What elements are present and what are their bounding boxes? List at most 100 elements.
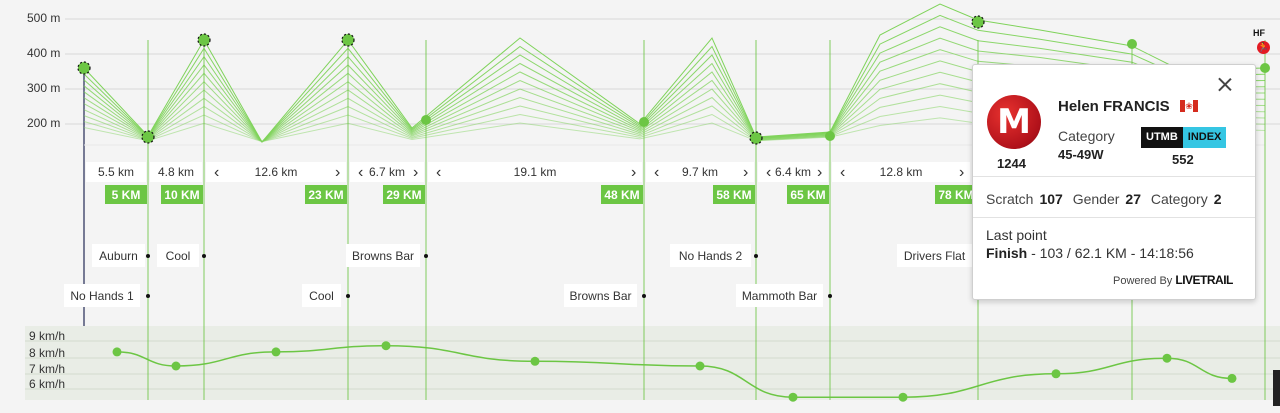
aid-station-label-box bbox=[92, 244, 145, 267]
checkpoint-marker bbox=[141, 130, 155, 144]
chevron-left-icon: ‹ bbox=[436, 164, 441, 181]
chevron-left-icon: ‹ bbox=[358, 164, 363, 181]
livetrail-logo: LIVETRAIL bbox=[1175, 273, 1233, 287]
last-point-label: Last point bbox=[986, 227, 1047, 243]
speed-point bbox=[530, 356, 540, 366]
speed-tick-label: 6 km/h bbox=[29, 377, 65, 391]
elevation-tick-label: 500 m bbox=[27, 11, 60, 25]
checkpoint-marker bbox=[1260, 63, 1270, 73]
chevron-right-icon: › bbox=[335, 164, 340, 181]
elevation-tick-label: 200 m bbox=[27, 116, 60, 130]
km-marker-badge bbox=[161, 185, 203, 204]
last-point-name: Finish bbox=[986, 245, 1028, 261]
gender-label: Gender bbox=[1072, 191, 1120, 207]
divider bbox=[973, 176, 1255, 177]
km-marker-label: 58 KM bbox=[716, 188, 751, 202]
runner-name[interactable]: Helen FRANCIS bbox=[1058, 98, 1170, 115]
aid-station-name: Cool bbox=[309, 289, 334, 303]
chevron-right-icon: › bbox=[413, 164, 418, 181]
chevron-left-icon: ‹ bbox=[654, 164, 659, 181]
aid-station-name: Browns Bar bbox=[569, 289, 631, 303]
bib-number: 1244 bbox=[997, 156, 1026, 171]
segment-box bbox=[428, 162, 642, 182]
rankings: Scratch 107 Gender 27 Category 2 bbox=[986, 191, 1228, 207]
aid-station-name: No Hands 1 bbox=[70, 289, 134, 303]
finish-flag-label: HF bbox=[1253, 28, 1265, 38]
aid-station-name: Drivers Flat bbox=[904, 249, 966, 263]
segment-distance-label: 9.7 km bbox=[682, 165, 718, 179]
speed-point bbox=[1051, 369, 1061, 379]
speed-tick-label: 8 km/h bbox=[29, 346, 65, 360]
aid-station-label-box bbox=[670, 244, 751, 267]
aid-station-dot bbox=[828, 294, 832, 298]
scratch-rank: 107 bbox=[1039, 191, 1063, 207]
aid-station-name: Mammoth Bar bbox=[742, 289, 817, 303]
km-marker-badge bbox=[787, 185, 829, 204]
km-marker-label: 10 KM bbox=[164, 188, 199, 202]
speed-point bbox=[171, 361, 181, 371]
close-icon[interactable] bbox=[1215, 75, 1235, 95]
segment-box bbox=[86, 162, 146, 182]
elevation-ridge-line bbox=[83, 37, 1266, 143]
km-marker-label: 5 KM bbox=[112, 188, 141, 202]
aid-station-name: Cool bbox=[166, 249, 191, 263]
km-marker-label: 23 KM bbox=[308, 188, 343, 202]
checkpoint-marker bbox=[197, 33, 211, 47]
segment-distance-label: 4.8 km bbox=[158, 165, 194, 179]
runner-icon: 🏃 bbox=[1257, 41, 1270, 54]
km-marker-label: 29 KM bbox=[386, 188, 421, 202]
aid-station-label-box bbox=[346, 244, 420, 267]
aid-station-label-box bbox=[302, 284, 341, 307]
chevron-right-icon: › bbox=[743, 164, 748, 181]
speed-panel-background bbox=[25, 326, 1280, 400]
segment-box bbox=[758, 162, 828, 182]
segment-box bbox=[206, 162, 346, 182]
segment-distance-label: 19.1 km bbox=[514, 165, 557, 179]
aid-station-dot bbox=[424, 254, 428, 258]
aid-station-dot bbox=[146, 254, 150, 258]
scrollbar[interactable] bbox=[1273, 370, 1280, 406]
aid-station-label-box bbox=[736, 284, 823, 307]
chevron-right-icon: › bbox=[959, 164, 964, 181]
elevation-ridge-line bbox=[83, 14, 1266, 143]
speed-point bbox=[898, 392, 908, 402]
checkpoint-marker bbox=[639, 117, 649, 127]
scratch-label: Scratch bbox=[986, 191, 1034, 207]
utmb-index-value: 552 bbox=[1172, 152, 1194, 167]
speed-point bbox=[788, 392, 798, 402]
category-label: Category bbox=[1058, 128, 1115, 144]
elevation-tick-label: 400 m bbox=[27, 46, 60, 60]
chevron-left-icon: ‹ bbox=[840, 164, 845, 181]
gender-rank: 27 bbox=[1125, 191, 1141, 207]
speed-point bbox=[1162, 353, 1172, 363]
aid-station-name: No Hands 2 bbox=[679, 249, 743, 263]
elevation-tick-label: 300 m bbox=[27, 81, 60, 95]
canada-flag-icon: ❀ bbox=[1180, 100, 1198, 112]
segment-distance-label: 5.5 km bbox=[98, 165, 134, 179]
divider bbox=[973, 217, 1255, 218]
runner-card: M 1244 Helen FRANCIS ❀ Category 45-49W U… bbox=[972, 64, 1256, 300]
checkpoint-marker bbox=[421, 115, 431, 125]
checkpoint-marker bbox=[1127, 39, 1137, 49]
aid-station-dot bbox=[642, 294, 646, 298]
checkpoint-marker bbox=[749, 131, 763, 145]
segment-distance-label: 6.7 km bbox=[369, 165, 405, 179]
aid-station-label-box bbox=[64, 284, 140, 307]
checkpoint-marker bbox=[971, 15, 985, 29]
powered-by: Powered By LIVETRAIL bbox=[1113, 273, 1233, 287]
speed-point bbox=[381, 341, 391, 351]
aid-station-label-box bbox=[564, 284, 637, 307]
segment-distance-label: 6.4 km bbox=[775, 165, 811, 179]
km-marker-badge bbox=[105, 185, 147, 204]
aid-station-dot bbox=[146, 294, 150, 298]
aid-station-label-box bbox=[157, 244, 199, 267]
km-marker-label: 78 KM bbox=[938, 188, 973, 202]
chevron-right-icon: › bbox=[817, 164, 822, 181]
category-value: 45-49W bbox=[1058, 147, 1104, 162]
category-rank: 2 bbox=[1213, 191, 1222, 207]
category-rank-label: Category bbox=[1150, 191, 1208, 207]
segment-box bbox=[646, 162, 754, 182]
index-label: INDEX bbox=[1182, 127, 1227, 148]
km-marker-badge bbox=[713, 185, 755, 204]
elevation-ridge-line bbox=[83, 3, 1266, 143]
